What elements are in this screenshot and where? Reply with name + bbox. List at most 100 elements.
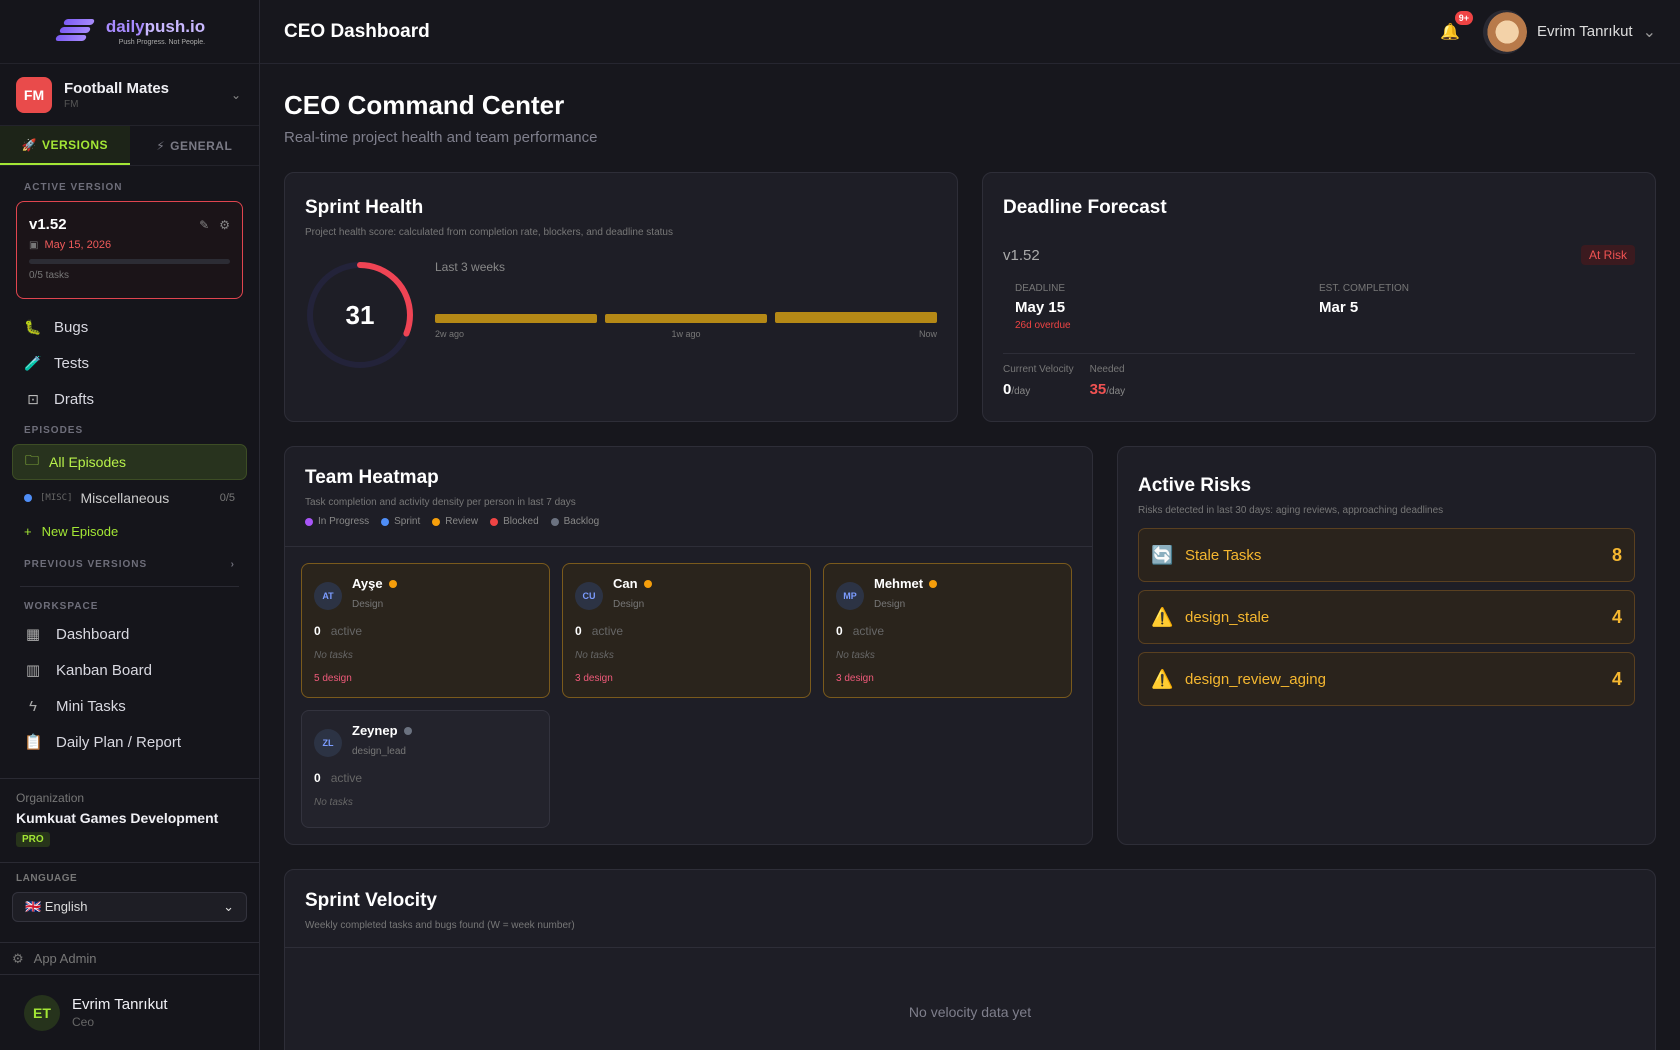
gear-icon[interactable]: ⚙ <box>219 217 230 232</box>
legend-item: Sprint <box>381 516 420 527</box>
edit-icon[interactable]: ✎ <box>199 217 210 232</box>
bolt-icon: ϟ <box>29 697 37 715</box>
user-profile[interactable]: ET Evrim Tanrıkut Ceo <box>0 974 259 1050</box>
episode-dot <box>24 494 32 502</box>
bell-icon[interactable]: 🔔 9+ <box>1439 10 1473 43</box>
warning-icon: ⚠️ <box>1151 668 1174 689</box>
version-task-count: 0/5 tasks <box>29 270 70 281</box>
person-card[interactable]: AT Ayşe Design 0 active No tasks 5 design <box>301 563 550 698</box>
person-card[interactable]: MP Mehmet Design 0 active No tasks 3 design <box>823 563 1072 698</box>
week-bar: 1w ago <box>605 314 767 339</box>
person-role: Design <box>613 599 645 610</box>
project-avatar: FM <box>16 76 52 113</box>
user-menu[interactable]: Evrim Tanrıkut ⌄ <box>1483 9 1656 54</box>
topbar: CEO Dashboard 🔔 9+ Evrim Tanrıkut ⌄ <box>260 0 1680 64</box>
previous-versions-toggle[interactable]: PREVIOUS VERSIONS › <box>24 558 235 570</box>
health-gauge: 31 <box>305 260 415 370</box>
active-count: 0 active <box>575 624 624 638</box>
avatar: ZL <box>314 729 342 757</box>
version-number: v1.52 <box>29 216 67 233</box>
health-gauge-arc <box>307 262 413 368</box>
needed-velocity: 35/day <box>1089 381 1126 398</box>
nav-daily-plan[interactable]: 📋 Daily Plan / Report <box>24 733 182 752</box>
nav-mini-tasks[interactable]: ϟ Mini Tasks <box>0 688 259 724</box>
task-status: No tasks <box>314 650 353 661</box>
person-name: Mehmet <box>874 576 938 591</box>
language-select[interactable]: 🇬🇧 English ⌄ <box>12 892 247 922</box>
person-name: Can <box>613 576 652 591</box>
nav-tests[interactable]: 🧪 Tests <box>24 354 90 372</box>
legend-item: In Progress <box>305 516 369 527</box>
risk-item[interactable]: 🔄 Stale Tasks 8 <box>1138 528 1635 582</box>
risk-name: design_review_aging <box>1185 670 1326 688</box>
tab-versions[interactable]: 🚀 VERSIONS <box>0 126 130 165</box>
avatar <box>1483 9 1527 54</box>
active-risks-card: Active Risks Risks detected in last 30 d… <box>1117 446 1656 845</box>
chevron-down-icon[interactable]: ⌄ <box>230 87 242 102</box>
nav-bugs[interactable]: 🐛 Bugs <box>24 318 89 336</box>
design-count: 3 design <box>836 673 874 684</box>
organization-name: Kumkuat Games Development <box>16 810 219 826</box>
gear-icon: ⚙ <box>12 950 24 966</box>
risk-name: design_stale <box>1185 608 1270 626</box>
new-episode-button[interactable]: + New Episode <box>24 523 119 539</box>
legend-dot <box>432 517 441 526</box>
tab-general[interactable]: ⚡ GENERAL <box>156 138 233 153</box>
person-role: design_lead <box>352 746 406 757</box>
project-name: Football Mates <box>64 79 170 97</box>
week-bar: Now <box>775 312 937 339</box>
legend-dot <box>305 517 313 526</box>
all-episodes-item[interactable]: 🗀 All Episodes <box>12 444 247 480</box>
project-switcher[interactable]: FM Football Mates FM ⌄ <box>0 64 259 126</box>
est-completion: Mar 5 <box>1319 299 1359 316</box>
rocket-icon: 🚀 <box>21 137 37 152</box>
test-tube-icon: 🧪 <box>24 354 42 371</box>
version-progress-bar <box>29 259 230 264</box>
legend-dot <box>490 517 499 526</box>
nav-drafts[interactable]: ⊡ Drafts <box>0 381 259 417</box>
current-velocity: 0/day <box>1003 381 1031 398</box>
active-count: 0 active <box>314 624 363 638</box>
person-name: Zeynep <box>352 723 412 738</box>
person-role: Design <box>874 599 906 610</box>
team-heatmap-card: Team Heatmap Task completion and activit… <box>284 446 1093 845</box>
inbox-icon: ⊡ <box>27 390 39 407</box>
sprint-velocity-card: Sprint Velocity Weekly completed tasks a… <box>284 869 1656 1050</box>
avatar: AT <box>314 582 342 610</box>
notification-badge: 9+ <box>1454 10 1473 25</box>
status-dot <box>403 726 412 735</box>
page-title: CEO Dashboard <box>284 20 430 42</box>
heatmap-legend: In Progress Sprint Review Blocked Backlog <box>305 516 1072 527</box>
bolt-icon: ⚡ <box>156 138 166 153</box>
status-dot <box>643 579 652 588</box>
avatar: CU <box>575 582 603 610</box>
warning-icon: ⚠️ <box>1151 606 1174 627</box>
risk-count: 8 <box>1611 544 1622 565</box>
risk-name: Stale Tasks <box>1185 546 1262 564</box>
workspace-label: WORKSPACE <box>24 601 99 612</box>
active-version-card[interactable]: v1.52 ✎ ⚙ ▣ May 15, 2026 0/5 tasks <box>16 201 243 299</box>
avatar: MP <box>836 582 864 610</box>
chevron-down-icon: ⌄ <box>223 899 234 914</box>
risk-count: 4 <box>1611 606 1622 627</box>
version-date: May 15, 2026 <box>44 239 112 251</box>
nav-dashboard[interactable]: ▦ Dashboard <box>25 625 130 644</box>
person-name: Ayşe <box>352 576 397 591</box>
nav-kanban[interactable]: ▥ Kanban Board <box>25 661 152 680</box>
language-panel: LANGUAGE 🇬🇧 English ⌄ <box>0 862 259 932</box>
overdue-text: 26d overdue <box>1015 320 1071 331</box>
legend-item: Blocked <box>490 516 539 527</box>
episode-misc[interactable]: [MISC] Miscellaneous 0/5 <box>0 480 259 516</box>
project-code: FM <box>64 98 79 110</box>
health-score: 31 <box>345 299 375 330</box>
brand-logo[interactable]: dailypush.io Push Progress. Not People. <box>0 0 259 64</box>
person-card[interactable]: CU Can Design 0 active No tasks 3 design <box>562 563 811 698</box>
empty-state: No velocity data yet <box>908 1004 1032 1020</box>
risk-item[interactable]: ⚠️ design_stale 4 <box>1138 590 1635 644</box>
person-card[interactable]: ZL Zeynep design_lead 0 active No tasks <box>301 710 550 828</box>
brand-tagline: Push Progress. Not People. <box>118 39 206 46</box>
calendar-icon: ▣ <box>29 239 39 251</box>
app-admin-link[interactable]: ⚙ App Admin <box>0 942 259 974</box>
deadline-date: May 15 <box>1015 299 1066 316</box>
risk-item[interactable]: ⚠️ design_review_aging 4 <box>1138 652 1635 706</box>
